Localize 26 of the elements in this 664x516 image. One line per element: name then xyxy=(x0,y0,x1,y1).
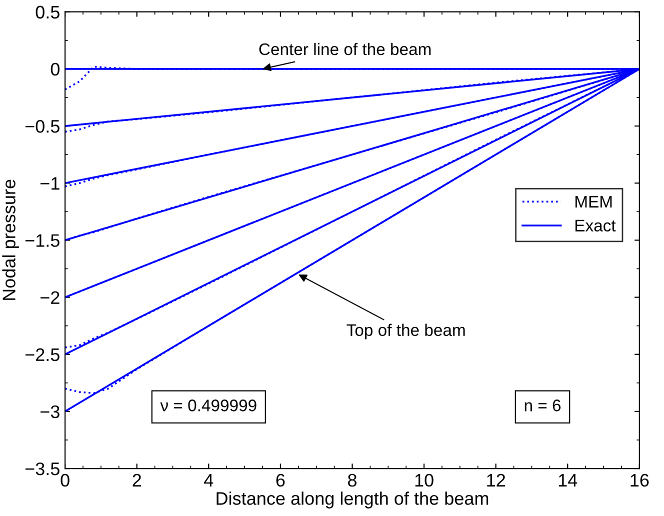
legend-label: Exact xyxy=(576,220,616,232)
x-tick-label: 12 xyxy=(487,474,505,486)
x-tick-label: 10 xyxy=(415,474,434,487)
y-tick-label: −1 xyxy=(40,177,60,190)
y-tick-label: 0.5 xyxy=(36,6,60,19)
x-tick-label: 8 xyxy=(348,474,356,487)
x-axis-title: Distance along length of the beam xyxy=(216,492,488,508)
annotation: ν = 0.499999 xyxy=(160,400,256,412)
y-tick-label: −3 xyxy=(40,405,60,418)
x-tick-label: 6 xyxy=(276,474,285,487)
x-tick-label: 16 xyxy=(630,474,649,487)
y-tick-label: −2 xyxy=(40,291,60,304)
y-axis-title: Nodal pressure xyxy=(2,180,20,300)
x-tick-label: 2 xyxy=(132,474,141,486)
annotation: Top of the beam xyxy=(346,324,465,340)
x-tick-label: 14 xyxy=(558,474,578,486)
y-tick-label: −1.5 xyxy=(25,234,60,247)
legend-label: MEM xyxy=(576,196,612,208)
annotation: n = 6 xyxy=(524,400,561,412)
annotation: Center line of the beam xyxy=(259,42,431,56)
y-tick-label: −0.5 xyxy=(25,120,60,133)
y-tick-label: 0 xyxy=(50,62,60,76)
y-tick-label: −2.5 xyxy=(25,348,60,362)
x-tick-label: 4 xyxy=(204,474,214,486)
y-tick-label: −3.5 xyxy=(25,462,60,476)
x-tick-label: 0 xyxy=(60,474,70,487)
